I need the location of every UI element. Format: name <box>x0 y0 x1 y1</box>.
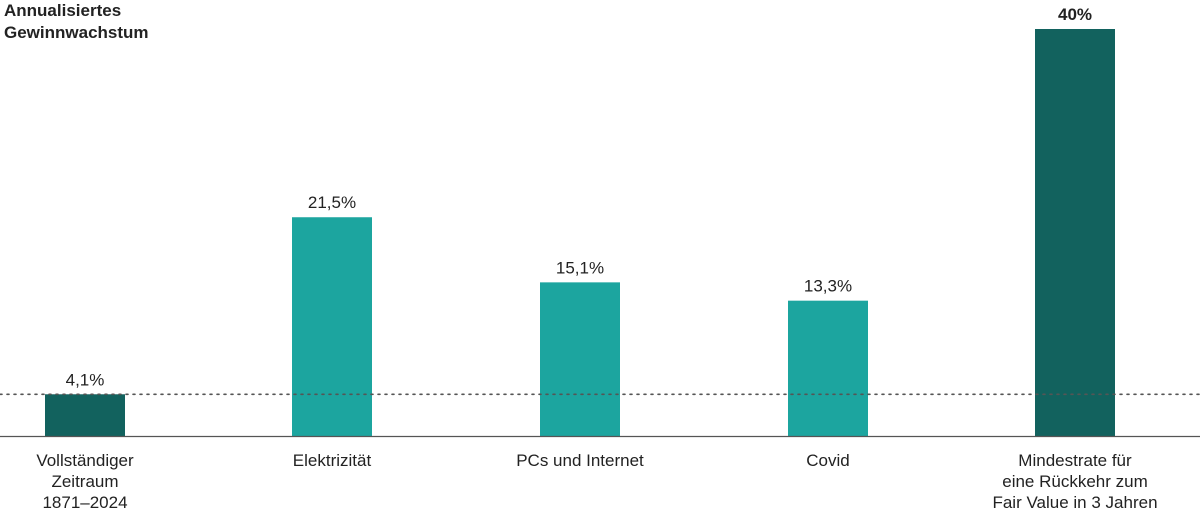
value-label-5: 40% <box>1058 5 1092 24</box>
bar-4 <box>788 300 868 436</box>
category-label-1-line-1: Vollständiger <box>36 451 134 470</box>
category-label-1-line-3: 1871–2024 <box>42 493 127 512</box>
category-label-1-line-2: Zeitraum <box>51 472 118 491</box>
value-label-2: 21,5% <box>308 193 356 212</box>
y-axis-label-line2: Gewinnwachstum <box>4 23 149 42</box>
y-axis-label: Annualisiertes Gewinnwachstum <box>4 0 149 44</box>
bar-5 <box>1035 29 1115 436</box>
category-label-5-line-1: Mindestrate für <box>1018 451 1132 470</box>
y-axis-label-line1: Annualisiertes <box>4 1 122 20</box>
bar-2 <box>292 217 372 436</box>
bar-3 <box>540 282 620 436</box>
category-label-5-line-3: Fair Value in 3 Jahren <box>992 493 1157 512</box>
category-label-3-line-1: PCs und Internet <box>516 451 644 470</box>
category-label-5-line-2: eine Rückkehr zum <box>1002 472 1148 491</box>
value-label-4: 13,3% <box>804 277 852 296</box>
bar-1 <box>45 394 125 436</box>
category-label-2-line-1: Elektrizität <box>293 451 372 470</box>
value-label-1: 4,1% <box>66 370 105 389</box>
value-label-3: 15,1% <box>556 258 604 277</box>
category-label-4-line-1: Covid <box>806 451 849 470</box>
